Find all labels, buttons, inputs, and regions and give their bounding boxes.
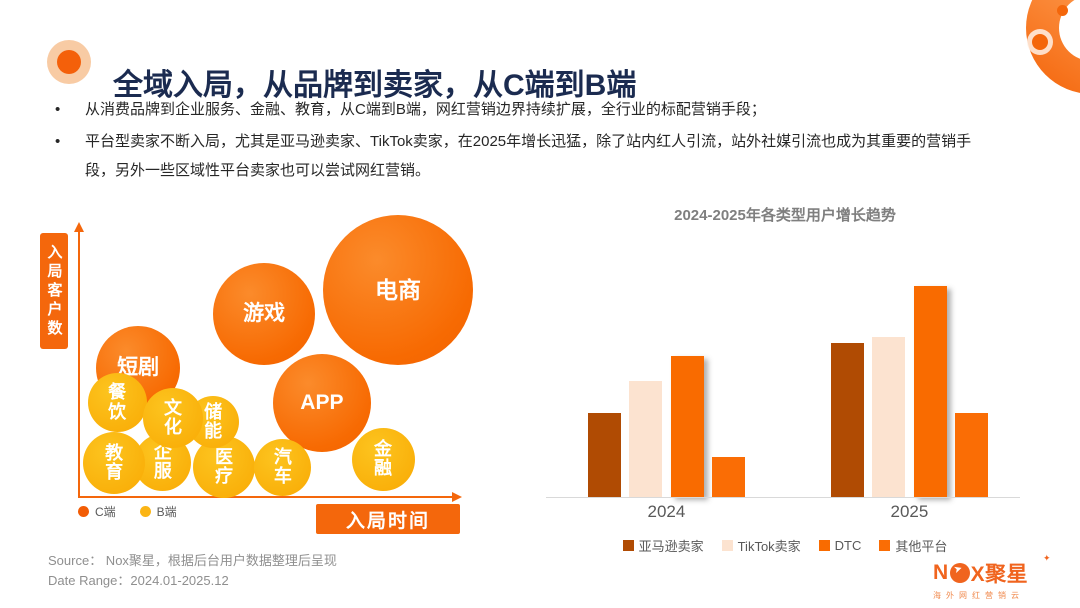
legend-swatch-icon: [622, 540, 634, 551]
legend-label-c: C端: [95, 505, 116, 519]
bubble-chart-y-axis-label: 入局客户数: [40, 233, 68, 349]
bar-2025-DTC: [913, 286, 947, 497]
logo-letters-x-juxing: X聚星: [970, 563, 1029, 586]
logo-send-icon: [949, 563, 970, 583]
bullet-item-2: 平台型卖家不断入局，尤其是亚马逊卖家、TikTok卖家，在2025年增长迅猛，除…: [53, 127, 983, 185]
bubble-餐饮: 餐 饮: [87, 373, 147, 433]
source-line: Source： Nox聚星，根据后台用户数据整理后呈现: [48, 553, 337, 568]
bubble-chart-x-axis-line: [78, 496, 452, 498]
bar-category-label-2024: 2024: [647, 502, 686, 521]
bar-chart-legend: 亚马逊卖家 TikTok卖家 DTC 其他平台: [550, 536, 1020, 555]
date-range-line: Date Range：2024.01-2025.12: [48, 573, 229, 588]
bar-category-label-2025: 2025: [890, 502, 929, 521]
bar-chart-baseline: [546, 497, 1020, 498]
bubble-金融: 金 融: [351, 427, 415, 491]
bubble-APP: APP: [272, 353, 371, 452]
bar-legend-item-DTC: DTC: [818, 536, 862, 555]
corner-dot-small: [1057, 5, 1068, 16]
legend-swatch-icon: [879, 540, 891, 551]
legend-swatch-icon: [818, 540, 830, 551]
logo-subtitle: 海外网红营销云: [933, 591, 1024, 600]
bubble-chart-legend: C端 B端: [78, 503, 177, 520]
bubble-文化: 文 化: [143, 388, 203, 449]
corner-dot-large: [1032, 34, 1048, 50]
title-bullet-dot: [57, 50, 81, 74]
bar-2025-其他平台: [954, 412, 988, 497]
y-axis-arrowhead-icon: [74, 222, 84, 232]
logo-star-icon: ✦: [1042, 553, 1051, 563]
bubble-chart-y-axis-line: [78, 231, 80, 497]
bubble-电商: 电商: [323, 215, 473, 366]
bullet-list: 从消费品牌到企业服务、金融、教育，从C端到B端，网红营销边界持续扩展，全行业的标…: [53, 95, 983, 188]
source-block: Source： Nox聚星，根据后台用户数据整理后呈现 Date Range：2…: [48, 551, 337, 591]
legend-label: 其他平台: [895, 539, 948, 554]
nox-logo: N X聚星 ✦ 海外网红营销云: [933, 553, 1050, 601]
bubble-chart-x-axis-label: 入局时间: [316, 504, 460, 534]
bar-legend-item-其他平台: 其他平台: [879, 536, 947, 555]
bar-2025-亚马逊卖家: [831, 342, 864, 497]
nox-logo-wordmark: N X聚星 ✦: [933, 553, 1050, 588]
logo-letter-n: N: [933, 561, 949, 584]
c-segment-dot-icon: [78, 506, 89, 517]
bubble-教育: 教 育: [83, 432, 146, 495]
legend-item-c: C端: [78, 503, 116, 520]
bullet-item-1: 从消费品牌到企业服务、金融、教育，从C端到B端，网红营销边界持续扩展，全行业的标…: [53, 95, 983, 124]
bubble-游戏: 游戏: [213, 262, 316, 365]
bar-2024-亚马逊卖家: [588, 412, 621, 497]
bar-2025-TikTok卖家: [872, 336, 906, 497]
legend-label-b: B端: [156, 505, 177, 519]
legend-label: 亚马逊卖家: [638, 539, 704, 554]
bar-chart-title: 2024-2025年各类型用户增长趋势: [674, 207, 896, 224]
legend-item-b: B端: [139, 503, 177, 520]
bar-2024-DTC: [670, 355, 704, 497]
legend-label: DTC: [834, 538, 862, 553]
title-bullet-halo: [47, 40, 91, 84]
bar-legend-item-亚马逊卖家: 亚马逊卖家: [622, 536, 704, 555]
x-axis-arrowhead-icon: [452, 492, 462, 502]
bubble-汽车: 汽 车: [254, 438, 312, 496]
b-segment-dot-icon: [139, 506, 151, 517]
legend-label: TikTok卖家: [737, 539, 801, 554]
bar-2024-TikTok卖家: [629, 380, 663, 497]
bar-legend-item-TikTok卖家: TikTok卖家: [721, 536, 801, 555]
bar-2024-其他平台: [711, 456, 745, 497]
legend-swatch-icon: [721, 540, 733, 551]
